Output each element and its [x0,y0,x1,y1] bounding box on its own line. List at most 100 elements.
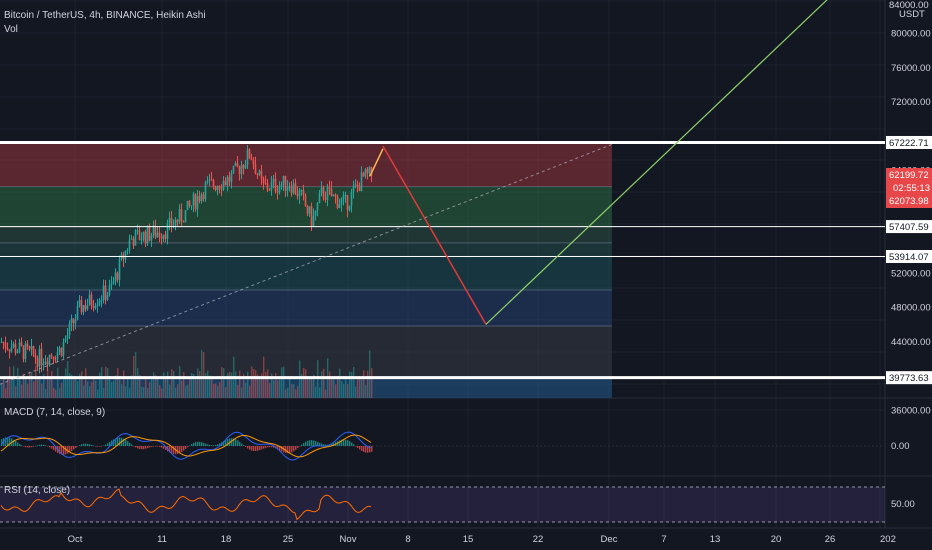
volume-bar [173,370,175,398]
macd-histogram-bar [201,442,203,446]
candle-body [152,225,155,236]
macd-histogram-bar [81,444,83,446]
macd-histogram-bar [15,441,17,446]
candle-body [348,205,351,211]
level-badge [886,220,932,234]
macd-histogram-bar [227,439,229,446]
volume-bar [151,378,153,398]
candle-body [366,169,369,174]
price-axis[interactable]: 84000.00USDT80000.0076000.0072000.006400… [886,0,932,510]
price-tick-label: 36000.00 [891,406,931,417]
volume-bar [79,373,81,398]
macd-histogram-bar [219,443,221,446]
candle-body [196,195,199,210]
volume-bar [219,382,221,398]
volume-bar [363,370,365,398]
volume-bar [241,387,243,398]
macd-histogram-bar [199,441,201,446]
candle-body [336,196,339,208]
volume-bar [113,380,115,398]
macd-histogram-bar [361,446,363,451]
candle-body [202,194,205,200]
volume-bar [21,384,23,398]
fib-zone [0,256,612,291]
candle-body [162,234,165,239]
volume-bar [319,387,321,398]
macd-histogram-bar [305,441,307,446]
macd-histogram-bar [145,446,147,449]
candle-body [224,181,227,186]
macd-histogram-bar [293,446,295,452]
macd-histogram-bar [369,446,371,453]
time-tick-label: 20 [771,534,782,545]
candle-body [32,345,35,355]
candle-body [90,294,93,306]
volume-bar [283,366,285,398]
macd-histogram-bar [109,441,111,446]
price-tick-label: 76000.00 [891,63,931,74]
volume-bar [143,387,145,398]
volume-bar [181,380,183,398]
macd-histogram-bar [5,437,7,446]
macd-histogram-bar [95,446,97,447]
signal-line [0,434,372,458]
macd-histogram-bar [191,444,193,446]
macd-histogram-bar [341,439,343,446]
candle-body [168,217,171,223]
macd-histogram-bar [181,446,183,453]
macd-histogram-bar [73,446,75,450]
volume-bar [273,379,275,398]
macd-histogram-bar [125,439,127,446]
candle-body [104,285,107,300]
macd-histogram-bar [315,441,317,446]
volume-bar [299,360,301,398]
time-tick-label: Nov [340,534,357,545]
level-badge [886,135,932,149]
macd-histogram-bar [231,438,233,446]
macd-histogram-bar [359,446,361,450]
candle-body [256,173,259,175]
macd-histogram-bar [295,446,297,450]
candle-body [270,181,273,191]
candle-body [214,186,217,191]
volume-bar [81,371,83,398]
volume-bar [357,378,359,398]
time-tick-label: 26 [825,534,836,545]
macd-histogram-bar [37,445,39,446]
candle-body [352,186,355,192]
candle-body [286,187,289,191]
macd-histogram-bar [29,446,31,448]
candle-body [222,181,225,190]
macd-histogram-bar [27,446,29,448]
macd-histogram-bar [261,446,263,450]
candle-body [2,342,5,344]
volume-bar [337,377,339,398]
projection-up-short [369,148,384,177]
volume-bar [257,374,259,398]
time-axis[interactable]: Oct 11 18 25 Nov 8 15 22 Dec 7 13 20 26 202 [68,534,896,545]
candle-body [362,172,365,177]
candle-body [66,335,69,339]
macd-histogram-bar [279,446,281,451]
macd-histogram-bar [7,437,9,446]
macd-histogram-bar [235,439,237,446]
macd-histogram-bar [225,439,227,446]
volume-bar [365,385,367,398]
candle-body [208,179,211,181]
fib-zone [0,142,612,187]
volume-bar [97,389,99,398]
volume-bar [341,381,343,398]
projection-down-line [382,145,487,325]
macd-histogram-bar [321,443,323,446]
macd-histogram-bar [31,446,33,448]
candle-body [174,219,177,226]
macd-histogram-bar [217,444,219,446]
macd-histogram-bar [151,446,153,447]
candle-body [98,300,101,305]
candle-body [100,300,103,302]
candle-body [216,186,219,191]
candle-body [228,176,231,182]
candle-body [116,272,119,280]
candle-body [154,225,157,238]
